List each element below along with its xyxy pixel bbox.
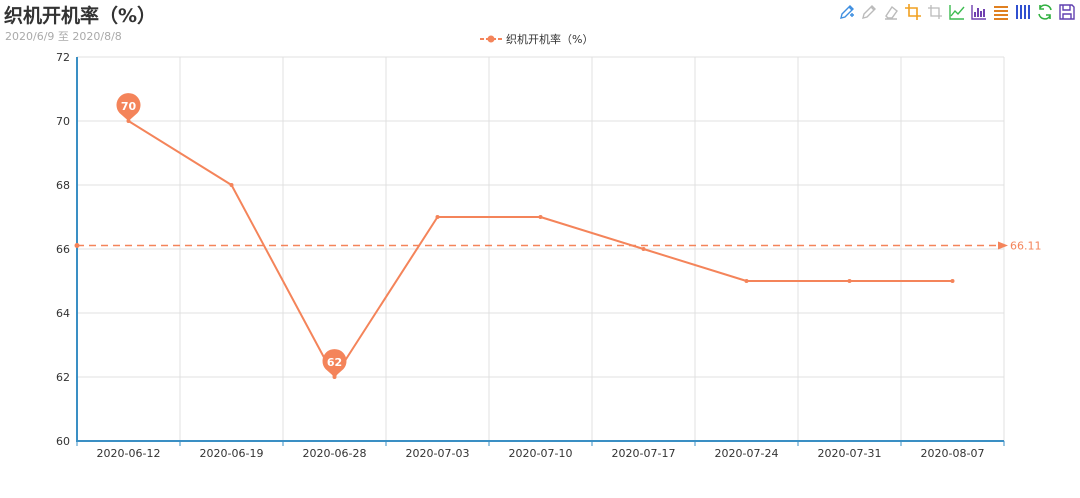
y-tick-label: 70 bbox=[56, 115, 70, 128]
y-tick-label: 62 bbox=[56, 371, 70, 384]
bar-chart-icon[interactable] bbox=[970, 3, 988, 21]
tiled-icon[interactable] bbox=[1014, 3, 1032, 21]
chart-subtitle: 2020/6/9 至 2020/8/8 bbox=[5, 30, 122, 43]
stack-icon[interactable] bbox=[992, 3, 1010, 21]
x-tick-label: 2020-07-31 bbox=[818, 447, 882, 460]
save-icon[interactable] bbox=[1058, 3, 1076, 21]
min-mark-label: 62 bbox=[327, 356, 342, 369]
refresh-icon[interactable] bbox=[1036, 3, 1054, 21]
pencil-icon[interactable] bbox=[860, 3, 878, 21]
line-chart-icon[interactable] bbox=[948, 3, 966, 21]
y-tick-label: 60 bbox=[56, 435, 70, 448]
chart-title: 织机开机率（%） bbox=[4, 5, 157, 27]
data-point bbox=[744, 279, 749, 283]
crop-reset-icon[interactable] bbox=[926, 3, 944, 21]
x-tick-label: 2020-06-28 bbox=[303, 447, 367, 460]
x-tick-label: 2020-07-10 bbox=[509, 447, 573, 460]
min-mark-pin bbox=[322, 349, 347, 377]
x-tick-label: 2020-07-17 bbox=[612, 447, 676, 460]
average-line-arrow bbox=[998, 241, 1008, 250]
eraser-icon[interactable] bbox=[882, 3, 900, 21]
min-mark: 62 bbox=[322, 349, 347, 377]
y-tick-label: 66 bbox=[56, 243, 70, 256]
average-line-start bbox=[74, 242, 80, 248]
data-point bbox=[847, 279, 852, 283]
x-tick-label: 2020-07-03 bbox=[406, 447, 470, 460]
data-point bbox=[538, 215, 543, 219]
max-mark-label: 70 bbox=[121, 100, 137, 113]
data-point bbox=[950, 279, 955, 283]
toolbox bbox=[838, 3, 1076, 21]
data-point bbox=[435, 215, 440, 219]
x-tick-label: 2020-06-12 bbox=[97, 447, 161, 460]
pencil-add-icon[interactable] bbox=[838, 3, 856, 21]
y-tick-label: 68 bbox=[56, 179, 70, 192]
x-tick-label: 2020-08-07 bbox=[921, 447, 985, 460]
x-tick-label: 2020-07-24 bbox=[715, 447, 779, 460]
average-line-label: 66.11 bbox=[1010, 239, 1042, 252]
y-tick-label: 72 bbox=[56, 51, 70, 64]
data-point bbox=[229, 183, 234, 187]
crop-icon[interactable] bbox=[904, 3, 922, 21]
data-point bbox=[641, 247, 646, 251]
legend-line-icon bbox=[480, 35, 502, 43]
legend-item[interactable]: 织机开机率（%） bbox=[480, 31, 593, 47]
max-mark: 70 bbox=[116, 93, 141, 121]
legend-label: 织机开机率（%） bbox=[506, 33, 594, 46]
x-tick-label: 2020-06-19 bbox=[200, 447, 264, 460]
max-mark-pin bbox=[116, 93, 141, 121]
y-tick-label: 64 bbox=[56, 307, 70, 320]
